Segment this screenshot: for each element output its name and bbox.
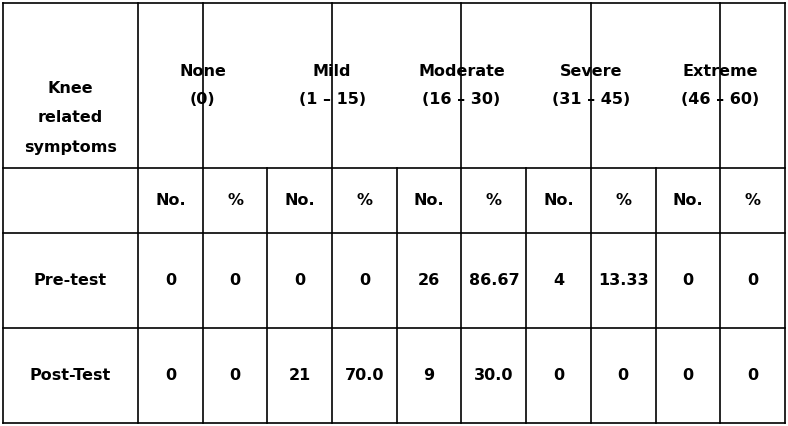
Text: 0: 0 <box>165 273 176 288</box>
Text: 0: 0 <box>229 273 240 288</box>
Text: Severe
(31 – 45): Severe (31 – 45) <box>552 64 630 106</box>
Text: No.: No. <box>155 193 186 208</box>
Text: 0: 0 <box>165 368 176 383</box>
Text: 0: 0 <box>294 273 305 288</box>
Text: 21: 21 <box>288 368 311 383</box>
Text: Extreme
(46 – 60): Extreme (46 – 60) <box>681 64 760 106</box>
Text: %: % <box>745 193 760 208</box>
Text: Moderate
(16 – 30): Moderate (16 – 30) <box>418 64 505 106</box>
Text: 70.0: 70.0 <box>344 368 385 383</box>
Text: 0: 0 <box>682 368 693 383</box>
Text: 0: 0 <box>682 273 693 288</box>
Text: Post-Test: Post-Test <box>30 368 111 383</box>
Text: %: % <box>486 193 502 208</box>
Text: 0: 0 <box>747 368 758 383</box>
Text: 86.67: 86.67 <box>469 273 519 288</box>
Text: 26: 26 <box>418 273 440 288</box>
Text: 0: 0 <box>359 273 370 288</box>
Text: 0: 0 <box>618 368 629 383</box>
Text: Mild
(1 – 15): Mild (1 – 15) <box>299 64 366 106</box>
Text: %: % <box>227 193 243 208</box>
Text: 0: 0 <box>229 368 240 383</box>
Text: Pre-test: Pre-test <box>34 273 107 288</box>
Text: No.: No. <box>543 193 574 208</box>
Text: No.: No. <box>414 193 444 208</box>
Text: %: % <box>356 193 373 208</box>
Text: Knee
related
symptoms: Knee related symptoms <box>24 81 117 155</box>
Text: 9: 9 <box>424 368 435 383</box>
Text: 30.0: 30.0 <box>474 368 514 383</box>
Text: 13.33: 13.33 <box>598 273 649 288</box>
Text: %: % <box>615 193 631 208</box>
Text: 0: 0 <box>747 273 758 288</box>
Text: No.: No. <box>284 193 315 208</box>
Text: 4: 4 <box>553 273 564 288</box>
Text: No.: No. <box>673 193 703 208</box>
Text: None
(0): None (0) <box>179 64 226 106</box>
Text: 0: 0 <box>553 368 564 383</box>
